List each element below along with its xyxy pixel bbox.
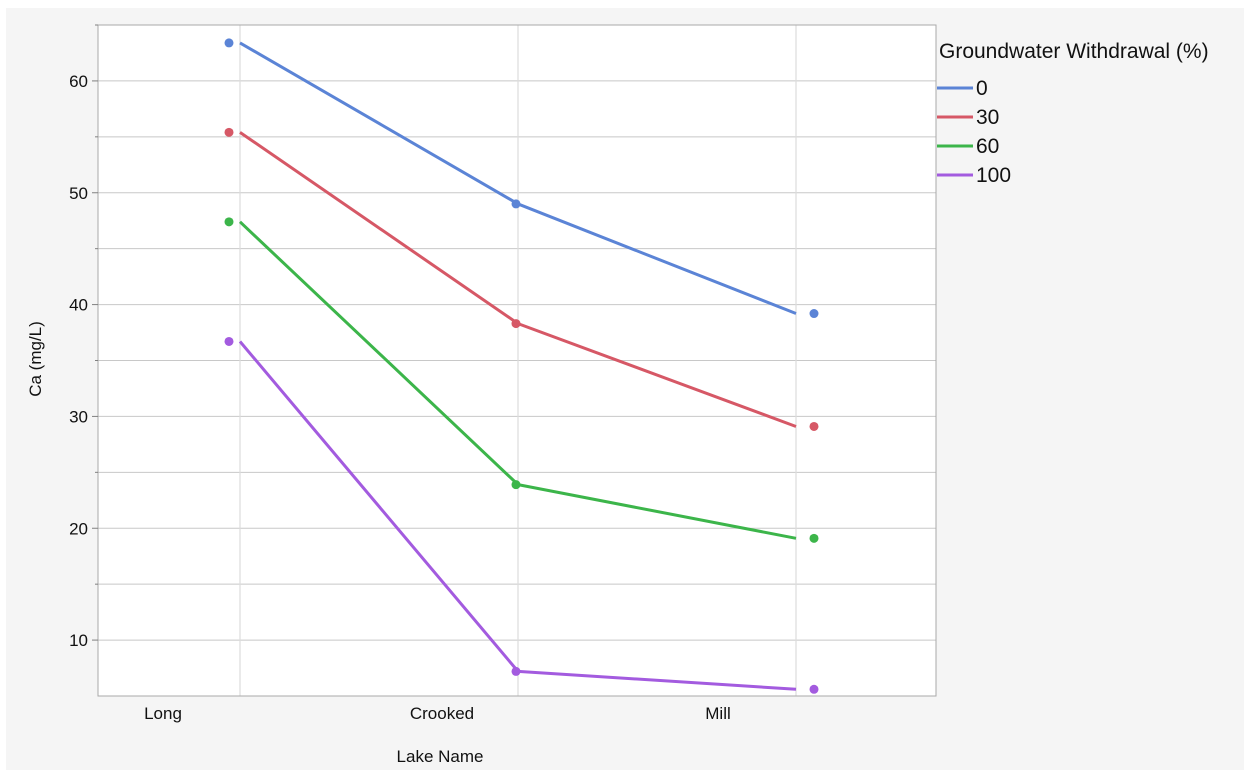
x-axis-title: Lake Name bbox=[397, 747, 484, 766]
series-layer bbox=[224, 38, 819, 694]
x-tick-label: Mill bbox=[705, 704, 731, 723]
x-tick-label: Long bbox=[144, 704, 182, 723]
data-point bbox=[511, 666, 521, 676]
axes: 10 20 30 40 50 60 Long Crooked Mill bbox=[69, 24, 937, 723]
series-0 bbox=[224, 38, 819, 319]
data-point bbox=[224, 336, 234, 346]
data-point bbox=[224, 217, 234, 227]
legend-title: Groundwater Withdrawal (%) bbox=[939, 40, 1209, 63]
data-point bbox=[809, 533, 819, 543]
legend-item-60: 60 bbox=[937, 135, 999, 158]
legend-label: 30 bbox=[976, 106, 999, 129]
legend-label: 0 bbox=[976, 77, 988, 100]
legend-item-100: 100 bbox=[937, 164, 1011, 187]
legend-label: 100 bbox=[976, 164, 1011, 187]
legend-item-0: 0 bbox=[937, 77, 988, 100]
data-point bbox=[511, 319, 521, 329]
data-point bbox=[224, 38, 234, 48]
data-point bbox=[809, 684, 819, 694]
data-point bbox=[224, 127, 234, 137]
data-point bbox=[511, 199, 521, 209]
y-tick-label: 10 bbox=[69, 631, 88, 650]
y-tick-label: 40 bbox=[69, 296, 88, 315]
data-point bbox=[809, 309, 819, 319]
y-tick-label: 50 bbox=[69, 184, 88, 203]
data-point bbox=[511, 480, 521, 490]
legend-label: 60 bbox=[976, 135, 999, 158]
x-tick-label: Crooked bbox=[410, 704, 474, 723]
series-100 bbox=[224, 336, 819, 694]
y-tick-label: 60 bbox=[69, 72, 88, 91]
series-60 bbox=[224, 217, 819, 543]
y-axis-title: Ca (mg/L) bbox=[26, 321, 45, 397]
y-tick-label: 20 bbox=[69, 519, 88, 538]
y-tick-label: 30 bbox=[69, 407, 88, 426]
data-point bbox=[809, 421, 819, 431]
legend: Groundwater Withdrawal (%) 0 30 60 100 bbox=[937, 40, 1209, 187]
legend-item-30: 30 bbox=[937, 106, 999, 129]
series-30 bbox=[224, 127, 819, 431]
